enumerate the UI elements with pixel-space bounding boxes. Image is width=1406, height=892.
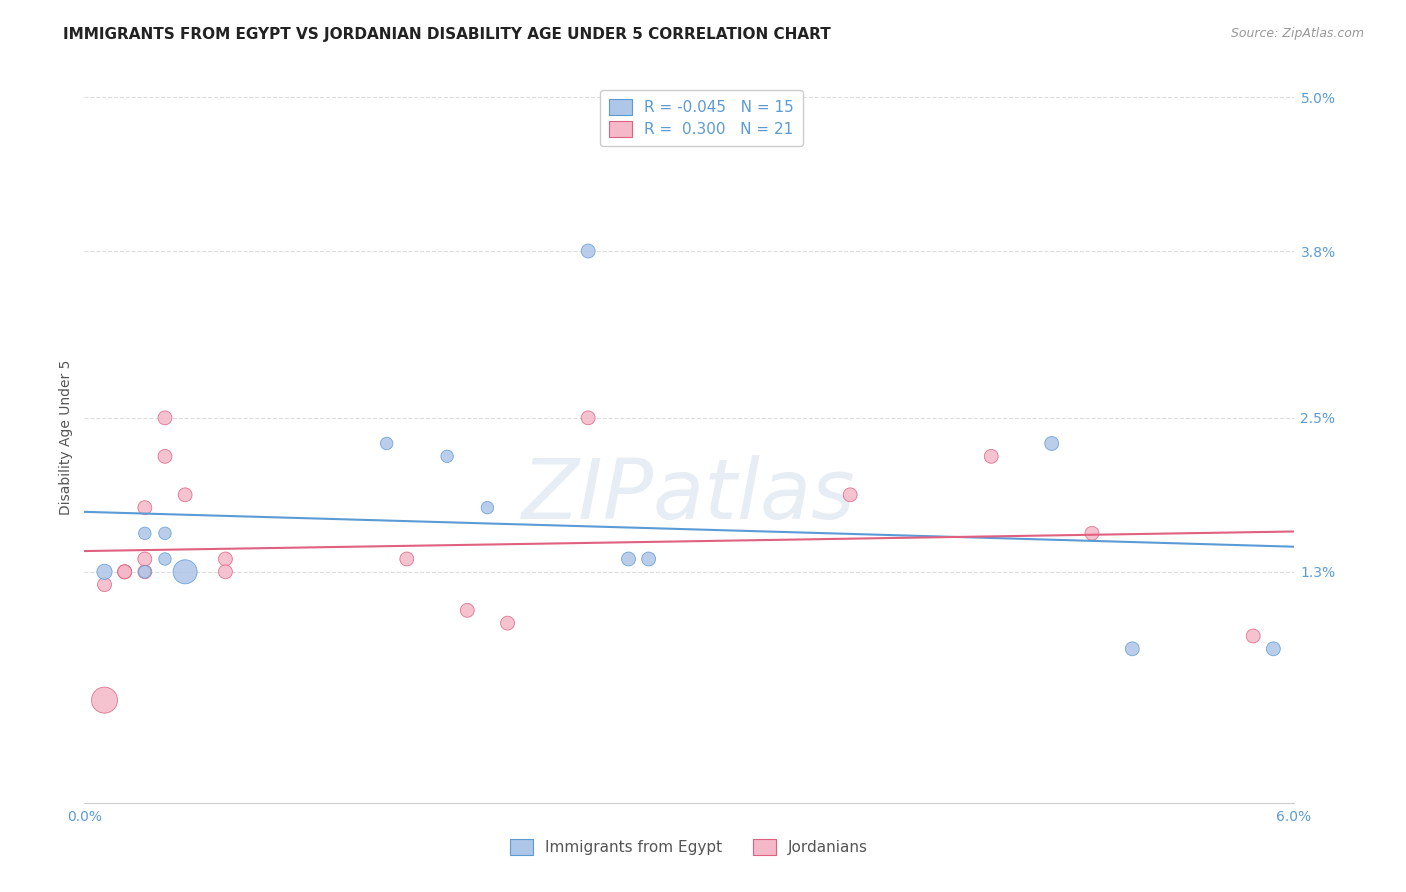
Point (134, 565, 156, 579)
Point (576, 244, 599, 258)
Point (477, 500, 499, 515)
Text: IMMIGRANTS FROM EGYPT VS JORDANIAN DISABILITY AGE UNDER 5 CORRELATION CHART: IMMIGRANTS FROM EGYPT VS JORDANIAN DISAB… (63, 27, 831, 42)
Point (637, 552, 659, 566)
Point (114, 565, 136, 579)
Point (395, 552, 418, 566)
Point (114, 565, 136, 579)
Point (134, 526, 156, 541)
Point (1081, 526, 1104, 541)
Y-axis label: Disability Age Under 5: Disability Age Under 5 (59, 359, 73, 515)
Point (456, 603, 478, 617)
Point (436, 450, 458, 464)
Point (1263, 641, 1285, 656)
Point (375, 436, 398, 450)
Point (839, 488, 862, 502)
Point (153, 450, 176, 464)
Point (153, 552, 176, 566)
Point (153, 526, 176, 541)
Point (1241, 629, 1264, 643)
Point (214, 565, 236, 579)
Point (134, 500, 156, 515)
Point (174, 488, 197, 502)
Point (93, 693, 115, 707)
Point (134, 552, 156, 566)
Point (1121, 641, 1143, 656)
Point (617, 552, 640, 566)
Point (214, 552, 236, 566)
Point (1040, 436, 1063, 450)
Point (134, 565, 156, 579)
Point (174, 565, 197, 579)
Point (496, 616, 519, 631)
Point (114, 565, 136, 579)
Point (93, 577, 115, 591)
Point (153, 410, 176, 425)
Legend: Immigrants from Egypt, Jordanians: Immigrants from Egypt, Jordanians (503, 833, 875, 861)
Point (93, 565, 115, 579)
Text: Source: ZipAtlas.com: Source: ZipAtlas.com (1230, 27, 1364, 40)
Point (980, 450, 1002, 464)
Point (576, 410, 599, 425)
Text: ZIPatlas: ZIPatlas (522, 455, 856, 536)
